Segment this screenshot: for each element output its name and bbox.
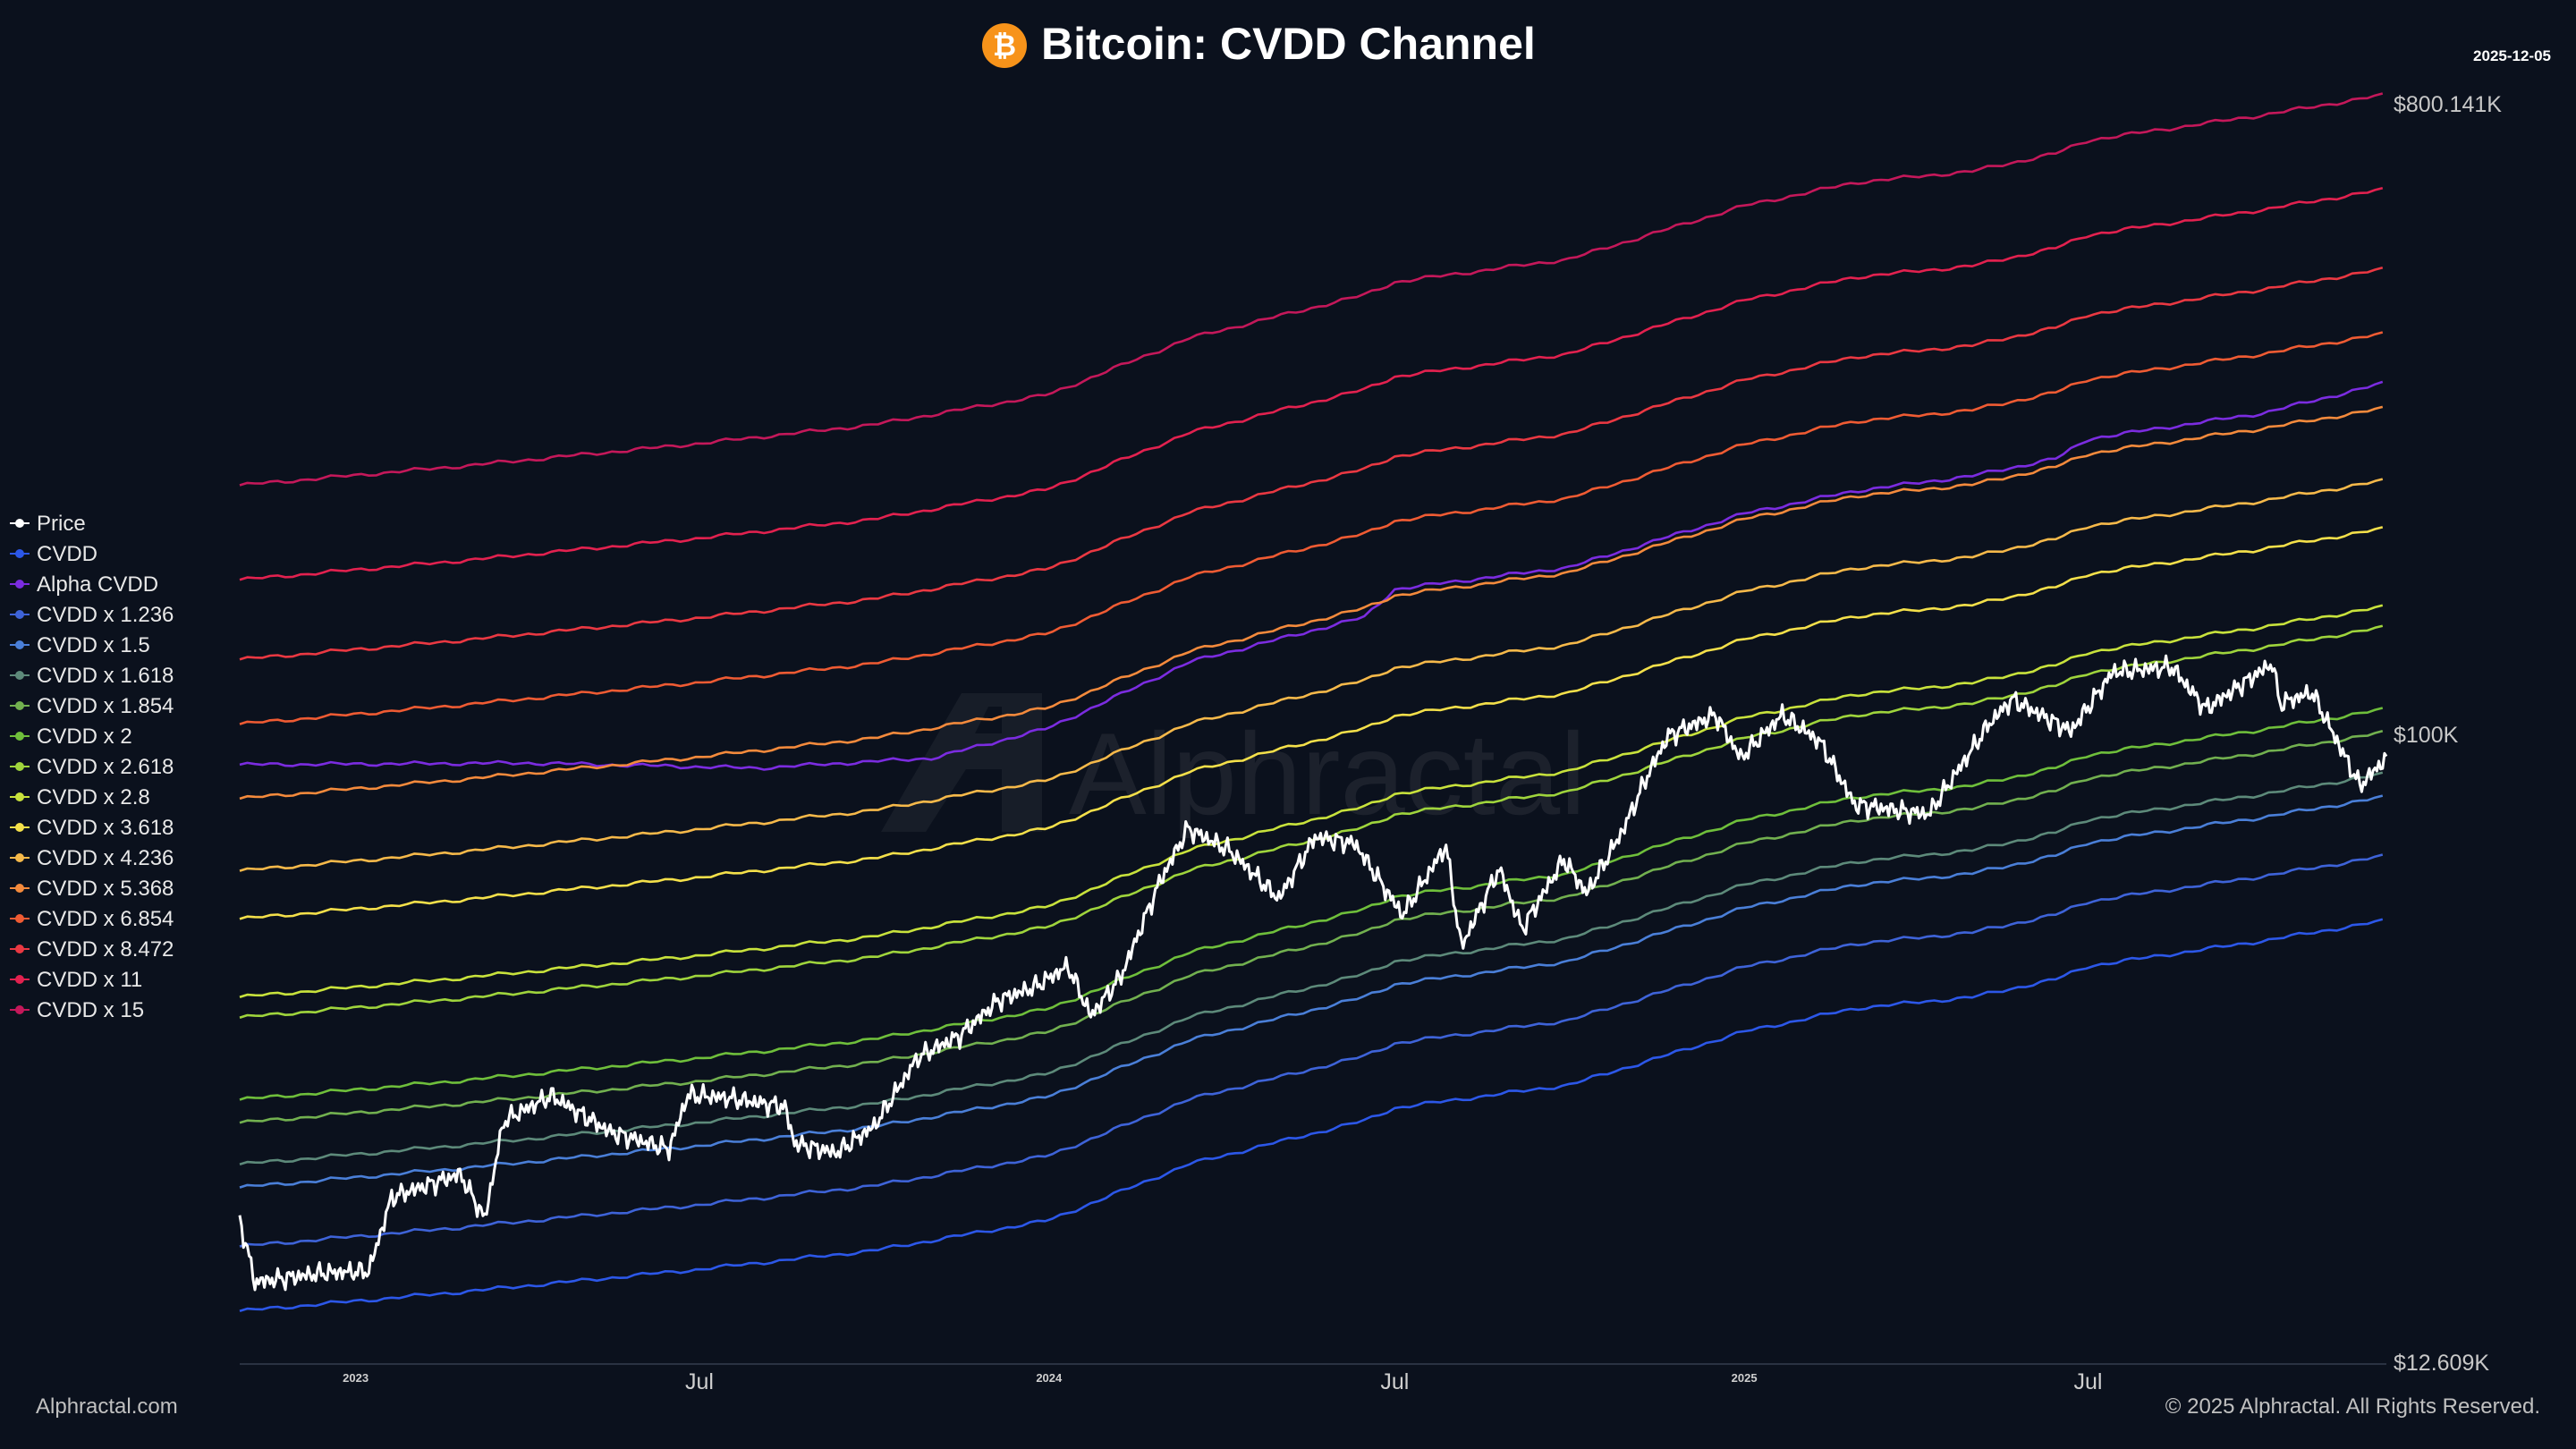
y-axis: $800.141K $100K $12.609K xyxy=(2394,92,2502,1376)
legend-item-cvdd-x-2-618[interactable]: CVDD x 2.618 xyxy=(10,755,174,779)
legend-swatch-dot xyxy=(15,945,24,953)
legend-item-cvdd-x-3-618[interactable]: CVDD x 3.618 xyxy=(10,816,174,840)
x-tick-label-0: 2023 xyxy=(343,1371,369,1385)
x-tick-label-3: Jul xyxy=(1380,1369,1409,1394)
legend-label: CVDD x 1.854 xyxy=(37,694,174,718)
legend-item-cvdd-x-1-236[interactable]: CVDD x 1.236 xyxy=(10,603,174,627)
series-line-cvdd-x-2 xyxy=(239,707,2384,1101)
legend-swatch-dot xyxy=(15,671,24,680)
series-line-alpha-cvdd xyxy=(239,380,2384,771)
legend-label: CVDD x 5.368 xyxy=(37,877,174,901)
legend-item-cvdd-x-1-854[interactable]: CVDD x 1.854 xyxy=(10,694,174,718)
series-line-cvdd-x-5-368 xyxy=(239,405,2384,801)
watermark-logo-icon xyxy=(881,693,1042,832)
legend-item-cvdd-x-6-854[interactable]: CVDD x 6.854 xyxy=(10,907,174,931)
legend-swatch-dot xyxy=(15,549,24,558)
legend-item-cvdd-x-8-472[interactable]: CVDD x 8.472 xyxy=(10,937,174,962)
series-line-cvdd-x-1-5 xyxy=(239,794,2384,1189)
x-tick-label-4: 2025 xyxy=(1732,1371,1758,1385)
footer: Alphractal.com © 2025 Alphractal. All Ri… xyxy=(36,1394,2540,1419)
x-tick-label-5: Jul xyxy=(2074,1369,2103,1394)
legend-label: CVDD x 15 xyxy=(37,998,144,1022)
legend-swatch-dot xyxy=(15,640,24,649)
legend-item-cvdd-x-2[interactable]: CVDD x 2 xyxy=(10,724,132,749)
series-line-cvdd-x-8-472 xyxy=(239,267,2384,661)
series-line-cvdd-x-1-236 xyxy=(239,853,2384,1248)
legend-item-cvdd-x-5-368[interactable]: CVDD x 5.368 xyxy=(10,877,174,901)
legend-swatch-dot xyxy=(15,853,24,862)
legend-swatch-dot xyxy=(15,823,24,832)
legend-swatch-dot xyxy=(15,732,24,741)
legend-label: CVDD x 1.236 xyxy=(37,603,174,627)
series-line-cvdd-x-3-618 xyxy=(239,526,2384,920)
legend-swatch-dot xyxy=(15,1005,24,1014)
legend-swatch-dot xyxy=(15,792,24,801)
bitcoin-glyph: ₿ xyxy=(993,29,1016,63)
snapshot-date: 2025-12-05 xyxy=(2473,47,2551,64)
legend-item-cvdd[interactable]: CVDD xyxy=(10,542,97,566)
legend-swatch-dot xyxy=(15,610,24,619)
legend-label: CVDD x 2 xyxy=(37,724,132,749)
legend-item-price[interactable]: Price xyxy=(10,512,86,536)
legend-item-cvdd-x-11[interactable]: CVDD x 11 xyxy=(10,968,142,992)
legend-item-cvdd-x-4-236[interactable]: CVDD x 4.236 xyxy=(10,846,174,870)
legend-swatch-dot xyxy=(15,519,24,528)
legend-swatch-dot xyxy=(15,580,24,589)
header: ₿ Bitcoin: CVDD Channel 2025-12-05 xyxy=(982,19,2551,69)
series-line-cvdd-x-1-618 xyxy=(239,771,2384,1165)
legend-swatch-dot xyxy=(15,914,24,923)
legend-label: CVDD x 6.854 xyxy=(37,907,174,931)
x-axis: 2023 Jul 2024 Jul 2025 Jul xyxy=(343,1369,2102,1394)
y-axis-bottom-label: $12.609K xyxy=(2394,1351,2489,1376)
legend-item-cvdd-x-1-5[interactable]: CVDD x 1.5 xyxy=(10,633,150,657)
legend-label: Price xyxy=(37,512,86,536)
footer-copyright: © 2025 Alphractal. All Rights Reserved. xyxy=(2165,1394,2540,1419)
legend-label: CVDD x 3.618 xyxy=(37,816,174,840)
legend-swatch-dot xyxy=(15,884,24,893)
legend-label: Alpha CVDD xyxy=(37,572,158,597)
x-tick-label-2: 2024 xyxy=(1036,1371,1063,1385)
footer-site: Alphractal.com xyxy=(36,1394,178,1419)
legend-label: CVDD x 2.618 xyxy=(37,755,174,779)
legend-label: CVDD x 11 xyxy=(37,968,142,992)
series-line-price xyxy=(238,654,2388,1292)
legend-swatch-dot xyxy=(15,975,24,984)
legend-item-alpha-cvdd[interactable]: Alpha CVDD xyxy=(10,572,158,597)
legend-label: CVDD x 4.236 xyxy=(37,846,174,870)
legend-label: CVDD x 8.472 xyxy=(37,937,174,962)
series-line-cvdd-x-2-8 xyxy=(239,604,2384,999)
y-axis-top-label: $800.141K xyxy=(2394,92,2502,117)
legend-item-cvdd-x-1-618[interactable]: CVDD x 1.618 xyxy=(10,664,174,688)
series-line-cvdd-x-1-854 xyxy=(239,730,2384,1124)
series-line-cvdd xyxy=(239,918,2384,1313)
legend-swatch-dot xyxy=(15,701,24,710)
legend-item-cvdd-x-2-8[interactable]: CVDD x 2.8 xyxy=(10,785,150,809)
legend-label: CVDD x 1.5 xyxy=(37,633,150,657)
legend-item-cvdd-x-15[interactable]: CVDD x 15 xyxy=(10,998,144,1022)
series-line-cvdd-x-4-236 xyxy=(239,478,2384,872)
x-tick-label-1: Jul xyxy=(685,1369,714,1394)
series-line-cvdd-x-11 xyxy=(239,187,2384,581)
watermark-text: Alphractal xyxy=(1069,708,1586,839)
legend-label: CVDD xyxy=(37,542,97,566)
y-axis-mid-label: $100K xyxy=(2394,723,2459,748)
legend-label: CVDD x 2.8 xyxy=(37,785,150,809)
series-line-cvdd-x-15 xyxy=(239,92,2384,487)
legend-label: CVDD x 1.618 xyxy=(37,664,174,688)
legend-swatch-dot xyxy=(15,762,24,771)
chart-title: Bitcoin: CVDD Channel xyxy=(1041,19,1536,69)
bitcoin-icon xyxy=(982,23,1027,68)
series-layer xyxy=(238,92,2388,1313)
series-line-cvdd-x-6-854 xyxy=(239,331,2384,725)
legend: Price CVDD Alpha CVDD CVDD x 1.236 CVDD x 1.… xyxy=(10,512,174,1022)
